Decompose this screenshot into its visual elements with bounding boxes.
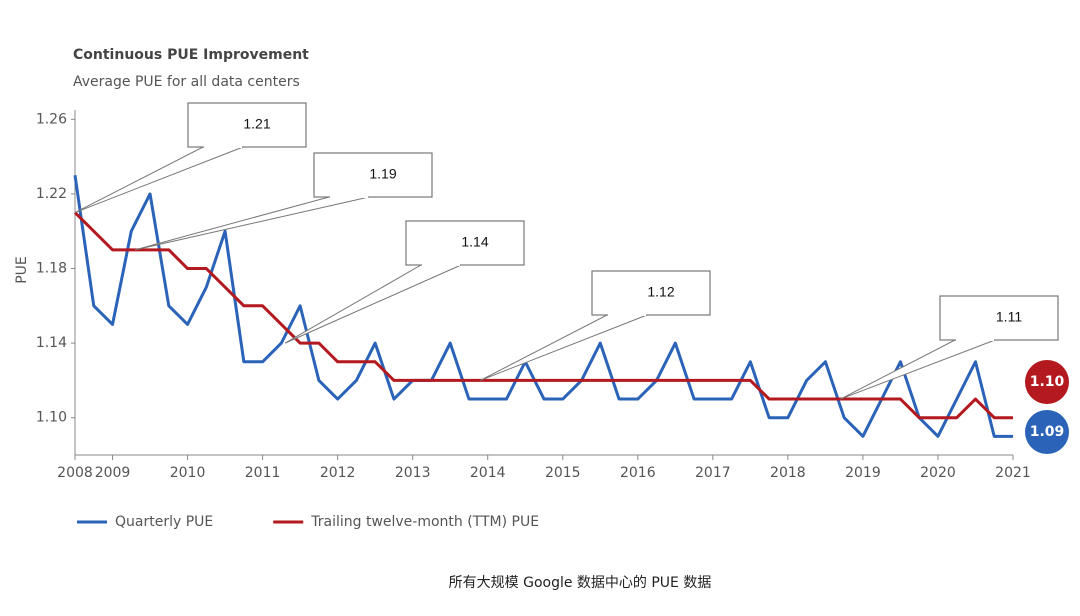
chart-subtitle: Average PUE for all data centers xyxy=(73,74,300,90)
caption: 所有大规模 Google 数据中心的 PUE 数据 xyxy=(449,575,712,591)
x-tick-label: 2012 xyxy=(320,465,356,481)
x-tick-label: 2017 xyxy=(695,465,731,481)
end-badge-label: 1.10 xyxy=(1030,374,1065,390)
x-tick-label: 2014 xyxy=(470,465,506,481)
callout-label: 1.11 xyxy=(996,309,1022,325)
y-tick-label: 1.22 xyxy=(36,186,67,202)
end-badge xyxy=(1025,360,1069,404)
chart-title: Continuous PUE Improvement xyxy=(73,47,309,63)
callout-pointer xyxy=(284,264,462,344)
x-tick-label: 2016 xyxy=(620,465,656,481)
end-badge xyxy=(1025,410,1069,454)
callout-box xyxy=(939,295,1059,341)
series-line xyxy=(73,211,1013,420)
x-tick-label: 2019 xyxy=(845,465,881,481)
y-tick-label: 1.26 xyxy=(36,111,67,127)
legend-label: Trailing twelve-month (TTM) PUE xyxy=(310,514,539,530)
callout-box xyxy=(313,152,433,198)
callout-label: 1.14 xyxy=(461,234,488,250)
x-tick-label: 2010 xyxy=(170,465,206,481)
callout-label: 1.12 xyxy=(647,284,674,300)
callout-pointer xyxy=(74,146,244,214)
x-tick-label: 2020 xyxy=(920,465,956,481)
series-line xyxy=(73,175,1013,438)
callout-label: 1.19 xyxy=(369,166,396,182)
x-tick-label: 2013 xyxy=(395,465,431,481)
x-tick-label: 2018 xyxy=(770,465,806,481)
y-tick-label: 1.14 xyxy=(36,335,67,351)
x-tick-label: 2008 xyxy=(57,465,93,481)
callout-label: 1.21 xyxy=(243,116,270,132)
callout-pointer xyxy=(134,196,370,251)
callout-box xyxy=(405,220,525,266)
x-tick-label: 2015 xyxy=(545,465,581,481)
callout-box xyxy=(187,102,307,148)
callout-box xyxy=(591,270,711,316)
y-tick-label: 1.10 xyxy=(36,410,67,426)
x-tick-label: 2011 xyxy=(245,465,281,481)
x-tick-label: 2009 xyxy=(95,465,131,481)
end-badge-label: 1.09 xyxy=(1030,424,1065,440)
callout-pointer xyxy=(479,314,648,381)
y-axis-label: PUE xyxy=(14,256,30,284)
y-tick-label: 1.18 xyxy=(36,261,67,277)
x-tick-label: 2021 xyxy=(995,465,1031,481)
legend-label: Quarterly PUE xyxy=(115,514,213,530)
